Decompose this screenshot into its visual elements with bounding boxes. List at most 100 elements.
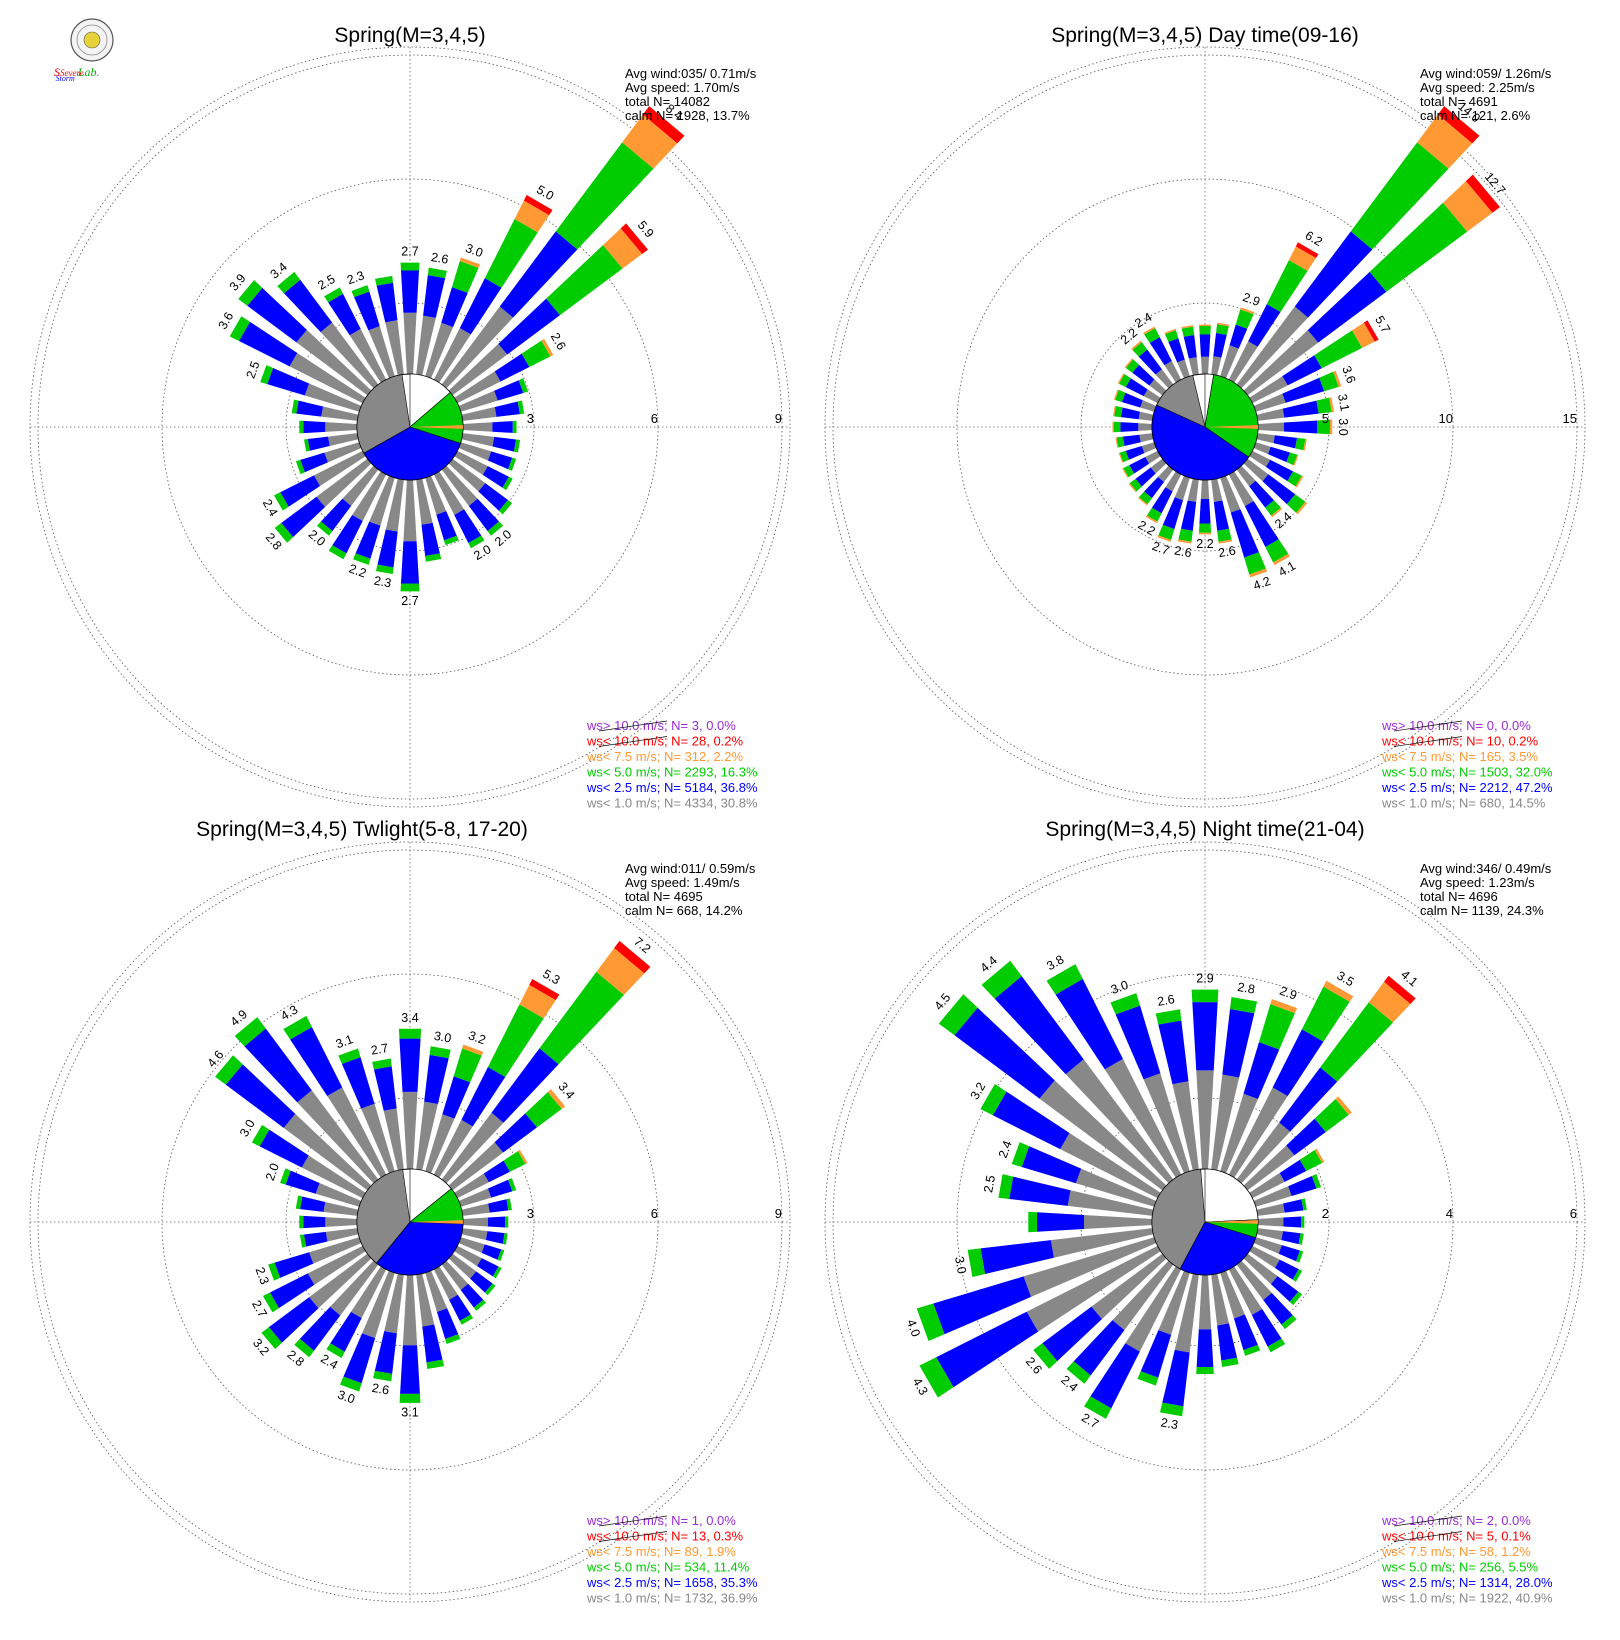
sector-bar-260-lt1 bbox=[328, 433, 359, 446]
sector-bar-190-lt5 bbox=[375, 564, 394, 575]
sector-bar-150-lt5 bbox=[1267, 1338, 1286, 1353]
sector-bar-50-lt10 bbox=[620, 223, 649, 254]
sector-bar-30-lt5 bbox=[1301, 986, 1350, 1042]
sector-bar-190-lt1 bbox=[385, 478, 404, 532]
sector-label-340: 3.1 bbox=[334, 1032, 355, 1051]
sector-bar-330-lt7_5 bbox=[1143, 326, 1156, 335]
sector-bar-170-lt7_5 bbox=[1218, 539, 1233, 544]
sector-bar-30-lt10 bbox=[1295, 242, 1319, 259]
sector-bar-0-lt5 bbox=[1191, 989, 1219, 1003]
sector-bar-20-lt2_5 bbox=[441, 287, 468, 328]
sector-bar-10-lt7_5 bbox=[1217, 322, 1230, 327]
ring-tick-label: 2 bbox=[1322, 1206, 1329, 1221]
sector-bar-330-lt1 bbox=[349, 328, 387, 383]
sector-bar-80-lt5 bbox=[506, 1198, 512, 1211]
sector-bar-330-lt5 bbox=[1144, 328, 1160, 343]
sector-bar-290-lt1 bbox=[315, 1183, 362, 1207]
sector-bar-350-lt2_5 bbox=[1158, 1020, 1189, 1085]
sector-label-40: 4.1 bbox=[1398, 968, 1420, 990]
sector-bar-0-lt2_5 bbox=[400, 270, 420, 313]
sector-bar-290-lt5 bbox=[1011, 1142, 1030, 1168]
sector-bar-280-lt5 bbox=[295, 1195, 303, 1210]
sector-bar-60-lt7_5 bbox=[541, 338, 554, 357]
sector-bar-310-lt2_5 bbox=[247, 287, 307, 343]
stat-line: total N= 14082 bbox=[625, 94, 710, 109]
sector-bar-260-lt2_5 bbox=[303, 1231, 328, 1247]
sector-bar-0-lt2_5 bbox=[1199, 334, 1211, 357]
legend-strike-line bbox=[598, 720, 668, 732]
sector-bar-240-lt2_5 bbox=[1129, 457, 1150, 474]
sector-bar-260-lt5 bbox=[299, 1234, 307, 1248]
sector-bar-80-lt5 bbox=[517, 400, 525, 415]
sector-bar-230-lt1 bbox=[309, 1253, 372, 1309]
sector-bar-70-lt2_5 bbox=[1288, 1175, 1317, 1196]
sector-bar-170-lt5 bbox=[1221, 1357, 1239, 1368]
sector-bar-40-lt10 bbox=[1437, 106, 1480, 144]
sector-bar-230-lt7_5 bbox=[1128, 483, 1137, 493]
sector-bar-160-lt5 bbox=[1243, 1344, 1261, 1356]
sector-bar-340-lt5 bbox=[1165, 330, 1179, 342]
sector-bar-320-lt2_5 bbox=[284, 279, 333, 333]
sector-bar-50-lt7_5 bbox=[1442, 181, 1493, 232]
sector-bar-250-lt2_5 bbox=[933, 1276, 1032, 1335]
sector-bar-290-lt1 bbox=[304, 383, 362, 412]
sector-bar-0-lt1 bbox=[402, 1091, 418, 1170]
sector-bar-270-lt1 bbox=[325, 422, 358, 432]
sector-bar-90-lt5 bbox=[1317, 419, 1330, 435]
stat-line: Avg wind:059/ 1.26m/s bbox=[1420, 66, 1552, 81]
sector-bar-230-lt5 bbox=[1033, 1343, 1058, 1369]
sector-label-50: 5.9 bbox=[635, 218, 657, 240]
sector-bar-260-lt7_5 bbox=[1115, 437, 1119, 448]
sector-bar-330-lt5 bbox=[324, 287, 344, 303]
sector-bar-200-lt1 bbox=[1158, 1270, 1190, 1335]
sector-bar-280-lt5 bbox=[1114, 405, 1123, 418]
sector-bar-220-lt2_5 bbox=[1144, 476, 1164, 499]
sector-bar-30-lt10 bbox=[523, 195, 553, 216]
sector-bar-240-lt2_5 bbox=[269, 1273, 315, 1309]
inner-pie bbox=[356, 373, 464, 481]
sector-bar-190-lt2_5 bbox=[1162, 1349, 1190, 1407]
sector-bar-250-lt5 bbox=[295, 459, 305, 475]
sector-bar-290-lt5 bbox=[260, 365, 274, 385]
pie-slice-lt7_5 bbox=[1205, 1220, 1258, 1224]
sector-bar-190-lt5 bbox=[1178, 528, 1193, 542]
sector-bar-90-lt2_5 bbox=[1283, 420, 1318, 434]
sector-bar-130-lt5 bbox=[498, 500, 513, 515]
sector-bar-70-lt5 bbox=[1311, 1174, 1322, 1189]
sector-bar-120-lt5 bbox=[492, 1266, 502, 1279]
sector-bar-100-lt5 bbox=[1295, 437, 1306, 451]
sector-bar-330-lt1 bbox=[1104, 1058, 1182, 1178]
sector-bar-170-lt1 bbox=[1211, 1273, 1229, 1326]
stat-line: total N= 4696 bbox=[1420, 889, 1498, 904]
sector-bar-10-lt2_5 bbox=[1213, 332, 1227, 358]
chart-title: Spring(M=3,4,5) Night time(21-04) bbox=[1045, 818, 1364, 841]
sector-bar-50-lt5 bbox=[525, 1092, 562, 1128]
sector-bar-140-lt1 bbox=[1236, 1260, 1272, 1301]
sector-bar-180-lt5 bbox=[400, 583, 420, 592]
sector-bar-10-lt5 bbox=[1230, 996, 1258, 1014]
sector-bar-120-lt2_5 bbox=[482, 466, 509, 488]
sector-bar-120-lt1 bbox=[454, 1245, 482, 1267]
wind-rose-panel-1: 2.7 2.6 3.05.08.45.92.62.02.02.72.32.22.02… bbox=[29, 24, 791, 811]
sector-bar-60-lt2_5 bbox=[494, 353, 530, 382]
sector-bar-270-lt5 bbox=[1028, 1211, 1037, 1233]
sector-bar-280-lt2_5 bbox=[1120, 407, 1140, 420]
sector-bar-340-lt2_5 bbox=[354, 291, 380, 331]
sector-bar-230-lt1 bbox=[316, 458, 372, 508]
sector-label-30: 3.5 bbox=[1334, 968, 1356, 989]
sector-bar-70-lt5 bbox=[518, 378, 529, 393]
sector-bar-90-lt2_5 bbox=[1283, 1216, 1302, 1228]
sector-bar-90-lt5 bbox=[505, 1216, 509, 1228]
sector-bar-180-lt5 bbox=[1198, 523, 1212, 533]
sector-bar-20-lt1 bbox=[1220, 1093, 1258, 1174]
sector-bar-230-lt2_5 bbox=[268, 1297, 319, 1343]
legend-entry-lt1: ws< 1.0 m/s; N= 680, 14.5% bbox=[1381, 796, 1546, 811]
legend-entry-lt7_5: ws< 7.5 m/s; N= 89, 1.9% bbox=[586, 1544, 736, 1559]
sector-bar-120-lt2_5 bbox=[1274, 1259, 1299, 1280]
sector-bar-20-lt1 bbox=[425, 1114, 455, 1174]
sector-bar-20-lt2_5 bbox=[1229, 324, 1248, 349]
sector-label-200: 3.0 bbox=[336, 1388, 357, 1407]
sector-bar-90-lt1 bbox=[1257, 1217, 1284, 1227]
sector-bar-250-lt1 bbox=[309, 1237, 362, 1264]
sector-bar-350-lt5 bbox=[372, 1058, 392, 1070]
